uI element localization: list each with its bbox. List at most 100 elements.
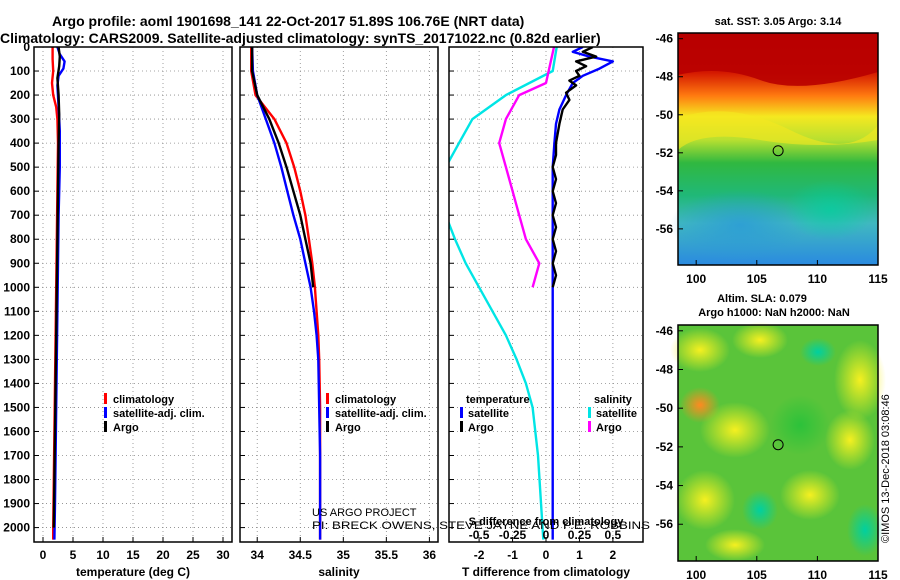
x-tick-label: 25	[186, 548, 200, 562]
sla-map-axes: 100 105 110 115 -46 -48 -50 -52 -54 -56	[656, 324, 888, 580]
x-tick-label: 5	[70, 548, 77, 562]
imos-credit: ©IMOS 13-Dec-2018 03:08:46	[880, 394, 892, 543]
legend-label-satellite: satellite-adj. clim.	[335, 408, 427, 420]
x-tick-label: 35	[337, 548, 351, 562]
legend-title-temperature: temperature	[466, 394, 530, 406]
legend-label-satellite: satellite-adj. clim.	[113, 408, 205, 420]
x-tick-label: 36	[423, 548, 437, 562]
y-tick-label: 500	[10, 160, 30, 174]
plot-frame	[239, 46, 439, 543]
series-group	[50, 47, 66, 540]
salinity-panel: 34 34.5 35 35.5 36	[239, 46, 439, 562]
y-tick-label: 1100	[4, 304, 30, 318]
sla-patch	[670, 328, 730, 372]
map-y-tick-label: -54	[656, 184, 674, 198]
series-line-argo	[250, 47, 315, 288]
map-y-tick-label: -56	[656, 517, 674, 531]
sla-patch	[705, 529, 765, 561]
sla-patch	[800, 338, 836, 366]
title-line-1: Argo profile: aoml 1901698_141 22-Oct-20…	[52, 13, 524, 29]
series-line-argo	[52, 47, 61, 528]
sla-patch	[770, 395, 830, 455]
sst-map-axes: 100 105 110 115 -46 -48 -50 -52 -54 -56	[656, 32, 888, 286]
legend-swatch-t-argo	[460, 421, 463, 432]
map-y-tick-label: -52	[656, 146, 674, 160]
tdiff-axis-label: T difference from climatology	[462, 565, 630, 579]
sla-map-title: Altim. SLA: 0.079	[717, 293, 807, 305]
y-tick-label: 1600	[3, 424, 30, 438]
map-y-tick-label: -56	[656, 222, 674, 236]
legend-label-climatology: climatology	[113, 394, 175, 406]
map-y-tick-label: -48	[656, 70, 674, 84]
x-tick-label: 30	[216, 548, 230, 562]
legend-swatch-t-satellite	[460, 407, 463, 418]
top-tick-label: 0.5	[605, 528, 622, 542]
sla-patch	[700, 402, 770, 458]
map-x-tick-label: 115	[868, 272, 888, 286]
legend-label-t-satellite: satellite	[468, 408, 509, 420]
series-line-t-argo	[551, 47, 598, 288]
y-tick-label: 1900	[3, 497, 30, 511]
legend-label-climatology: climatology	[335, 394, 397, 406]
temperature-axis-label: temperature (deg C)	[76, 565, 190, 579]
top-tick-label: 0	[543, 528, 550, 542]
sdiff-axis-label: S difference from climatology	[469, 516, 625, 528]
legend-swatch-climatology	[104, 393, 107, 404]
sla-patch	[847, 504, 883, 556]
grid	[34, 46, 232, 542]
legend-swatch-satellite	[104, 407, 107, 418]
credit-pi: PI: BRECK OWENS, STEVE JAYNE AND P.E. RO…	[312, 520, 650, 532]
top-tick-label: 0.25	[568, 528, 592, 542]
x-tick-label: 10	[96, 548, 110, 562]
grid	[240, 46, 438, 542]
y-tick-label: 600	[10, 184, 30, 198]
map-x-tick-label: 110	[808, 272, 828, 286]
series-group	[249, 47, 322, 540]
map-y-tick-label: -50	[656, 108, 674, 122]
title-line-2: Climatology: CARS2009. Satellite-adjuste…	[0, 30, 601, 46]
sla-patch	[834, 340, 886, 420]
map-x-tick-label: 115	[868, 568, 888, 580]
map-x-tick-label: 110	[808, 568, 828, 580]
sla-map	[670, 322, 886, 562]
x-tick-label: 1	[576, 548, 583, 562]
temperature-legend: climatology satellite-adj. clim. Argo	[104, 393, 205, 434]
difference-panel: -2 -1 0 1 2 -0.5 -0.25 0 0.25 0.5	[448, 46, 644, 562]
map-x-tick-label: 100	[686, 568, 706, 580]
y-tick-label: 1200	[3, 328, 30, 342]
y-tick-label: 300	[10, 112, 30, 126]
legend-swatch-argo	[104, 421, 107, 432]
temperature-panel: 0100200300400500600700800900100011001200…	[3, 40, 233, 562]
grid	[449, 46, 643, 542]
legend-label-s-satellite: satellite	[596, 408, 637, 420]
legend-label-argo: Argo	[335, 422, 361, 434]
x-tick-label: -1	[507, 548, 518, 562]
map-y-tick-label: -52	[656, 440, 674, 454]
x-tick-label: 35.5	[375, 548, 399, 562]
sla-patch	[780, 470, 840, 520]
legend-label-t-argo: Argo	[468, 422, 494, 434]
x-tick-label: -2	[474, 548, 485, 562]
legend-swatch-satellite	[326, 407, 329, 418]
salinity-legend: climatology satellite-adj. clim. Argo	[326, 393, 427, 434]
y-tick-label: 800	[10, 232, 30, 246]
map-y-tick-label: -54	[656, 479, 674, 493]
y-tick-label: 1300	[3, 352, 30, 366]
sst-argo-marker	[772, 145, 784, 157]
sla-patch	[732, 322, 788, 358]
top-tick-label: -0.5	[469, 528, 490, 542]
map-x-tick-label: 105	[747, 272, 767, 286]
series-line-climatology	[249, 47, 322, 540]
credit-project: US ARGO PROJECT	[312, 507, 417, 519]
legend-swatch-argo	[326, 421, 329, 432]
sla-patch	[742, 490, 778, 530]
sst-warm-band	[678, 33, 878, 86]
map-x-tick-label: 105	[747, 568, 767, 580]
map-y-tick-label: -46	[656, 32, 674, 46]
y-tick-label: 1400	[3, 376, 30, 390]
y-tick-label: 100	[10, 64, 30, 78]
x-tick-label: 2	[610, 548, 617, 562]
sst-map	[670, 32, 879, 266]
salinity-axis-label: salinity	[318, 565, 360, 579]
